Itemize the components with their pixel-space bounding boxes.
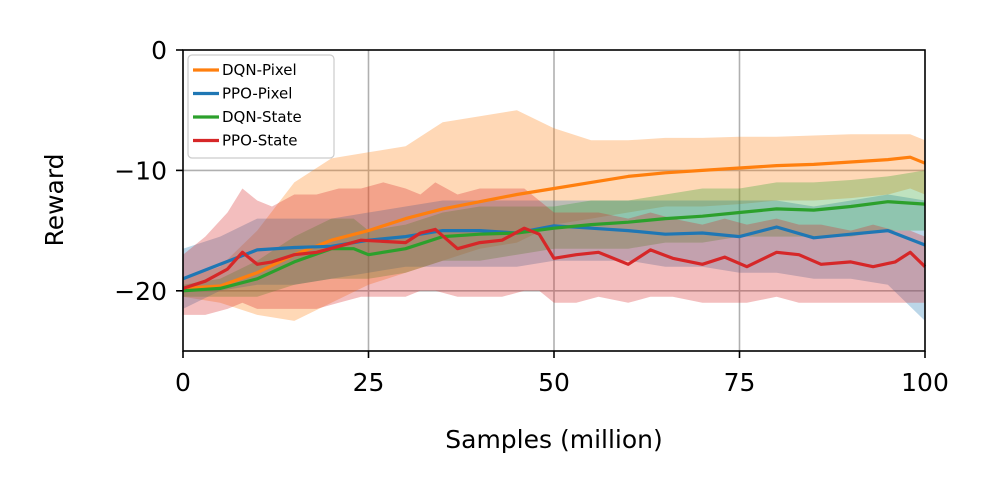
legend-label-ppo-pixel: PPO-Pixel [222, 85, 292, 103]
x-axis-label: Samples (million) [445, 425, 663, 454]
x-tick-label: 100 [901, 368, 949, 397]
ppo-state-band [183, 182, 925, 315]
grid-lines [183, 50, 925, 351]
legend-label-dqn-state: DQN-State [222, 108, 302, 126]
legend-label-dqn-pixel: DQN-Pixel [222, 61, 297, 79]
y-axis-label: Reward [40, 153, 69, 246]
axis-ticks: 0 25 50 75 100 0 −10 −20 [114, 36, 949, 397]
y-tick-label: −20 [114, 277, 167, 306]
dqn-state-line [182, 200, 926, 293]
ppo-state-line [182, 226, 927, 290]
y-tick-label: −10 [114, 156, 167, 185]
x-tick-label: 50 [538, 368, 570, 397]
legend-box [187, 54, 335, 159]
legend: DQN-Pixel PPO-Pixel DQN-State PPO-State [187, 54, 335, 159]
y-tick-label: 0 [151, 36, 167, 65]
x-tick-label: 25 [353, 368, 385, 397]
ppo-pixel-line [182, 224, 926, 281]
series-lines [182, 155, 927, 293]
dqn-pixel-band [183, 110, 925, 321]
x-tick-label: 0 [175, 368, 191, 397]
legend-label-ppo-state: PPO-State [222, 132, 297, 150]
x-tick-label: 75 [724, 368, 756, 397]
dqn-state-band [183, 170, 925, 297]
